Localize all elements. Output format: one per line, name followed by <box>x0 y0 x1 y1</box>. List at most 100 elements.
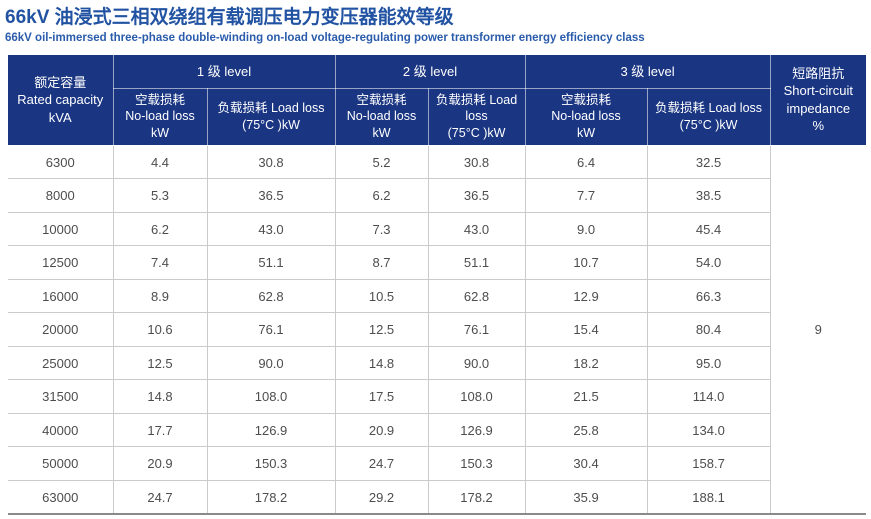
table-row: 6300 4.4 30.8 5.2 30.8 6.4 32.5 9 <box>8 145 867 516</box>
loss-value-cell: 150.3 <box>427 446 526 481</box>
loss-value-cell: 126.9 <box>206 412 336 448</box>
table-header: 额定容量 Rated capacity kVA 1 级 level 2 级 le… <box>8 54 867 146</box>
rated-capacity-cell: 8000 <box>8 178 114 213</box>
rated-capacity-cell: 40000 <box>8 412 114 448</box>
efficiency-table: 额定容量 Rated capacity kVA 1 级 level 2 级 le… <box>8 54 867 516</box>
loss-value-cell: 20.9 <box>334 412 429 448</box>
table-row: 16000 8.9 62.8 10.5 62.8 12.9 66.3 <box>8 278 866 314</box>
loss-value-cell: 6.2 <box>334 178 429 213</box>
table-body: 6300 4.4 30.8 5.2 30.8 6.4 32.5 9 8000 5.3 36.5 6.2… <box>8 145 867 516</box>
header-noload-loss-level1: 空载损耗 No-load loss kW <box>113 87 208 146</box>
loss-value-cell: 12.9 <box>524 278 648 314</box>
header-short-circuit-impedance: 短路阻抗 Short-circuit impedance % <box>769 54 867 146</box>
impedance-value-cell: 9 <box>769 145 867 516</box>
loss-value-cell: 54.0 <box>646 245 771 280</box>
rated-capacity-cell: 50000 <box>8 446 114 481</box>
loss-value-cell: 108.0 <box>206 379 336 414</box>
loss-value-cell: 29.2 <box>334 479 429 516</box>
page-title: 66kV 油浸式三相双绕组有载调压电力变压器能效等级 <box>5 7 454 28</box>
loss-value-cell: 10.6 <box>112 312 208 347</box>
loss-value-cell: 66.3 <box>646 278 771 314</box>
header-load-loss-level1: 负载损耗 Load loss (75°C )kW <box>206 87 336 146</box>
page: 66kV 油浸式三相双绕组有载调压电力变压器能效等级 66kV oil-imme… <box>0 7 871 516</box>
loss-value-cell: 15.4 <box>524 312 648 347</box>
loss-value-cell: 36.5 <box>427 178 526 213</box>
loss-value-cell: 108.0 <box>427 379 526 414</box>
loss-value-cell: 35.9 <box>524 479 648 516</box>
header-load-loss-level2: 负载损耗 Load loss (75°C )kW <box>427 87 526 146</box>
loss-value-cell: 90.0 <box>427 345 526 381</box>
table-row: 50000 20.9 150.3 24.7 150.3 30.4 158.7 <box>8 446 866 481</box>
rated-capacity-cell: 12500 <box>8 245 114 280</box>
loss-value-cell: 90.0 <box>206 345 336 381</box>
loss-value-cell: 150.3 <box>206 446 336 481</box>
header-row-subheaders: 空载损耗 No-load loss kW 负载损耗 Load loss (75°… <box>8 87 866 146</box>
loss-value-cell: 9.0 <box>524 211 648 247</box>
loss-value-cell: 158.7 <box>646 446 771 481</box>
loss-value-cell: 95.0 <box>646 345 771 381</box>
header-noload-loss-level3: 空载损耗 No-load loss kW <box>524 87 648 146</box>
loss-value-cell: 5.2 <box>334 145 429 180</box>
loss-value-cell: 32.5 <box>646 145 771 180</box>
loss-value-cell: 178.2 <box>206 479 336 516</box>
loss-value-cell: 8.9 <box>112 278 208 314</box>
loss-value-cell: 5.3 <box>112 178 208 213</box>
loss-value-cell: 18.2 <box>524 345 648 381</box>
loss-value-cell: 76.1 <box>427 312 526 347</box>
loss-value-cell: 20.9 <box>112 446 208 481</box>
loss-value-cell: 24.7 <box>334 446 429 481</box>
loss-value-cell: 7.4 <box>112 245 208 280</box>
header-noload-loss-level2: 空载损耗 No-load loss kW <box>334 87 429 146</box>
loss-value-cell: 43.0 <box>206 211 336 247</box>
table-row: 10000 6.2 43.0 7.3 43.0 9.0 45.4 <box>8 211 866 247</box>
rated-capacity-cell: 31500 <box>8 379 114 414</box>
loss-value-cell: 114.0 <box>646 379 771 414</box>
loss-value-cell: 62.8 <box>427 278 526 314</box>
loss-value-cell: 43.0 <box>427 211 526 247</box>
loss-value-cell: 62.8 <box>206 278 336 314</box>
loss-value-cell: 4.4 <box>112 145 208 180</box>
rated-capacity-cell: 63000 <box>8 479 114 516</box>
rated-capacity-cell: 6300 <box>8 145 114 180</box>
header-level-2: 2 级 level <box>334 54 526 89</box>
loss-value-cell: 8.7 <box>334 245 429 280</box>
loss-value-cell: 30.8 <box>427 145 526 180</box>
loss-value-cell: 76.1 <box>206 312 336 347</box>
table-row: 12500 7.4 51.1 8.7 51.1 10.7 54.0 <box>8 245 866 280</box>
table-row: 63000 24.7 178.2 29.2 178.2 35.9 188.1 <box>8 479 866 516</box>
page-subtitle: 66kV oil-immersed three-phase double-win… <box>5 31 645 44</box>
loss-value-cell: 51.1 <box>206 245 336 280</box>
loss-value-cell: 80.4 <box>646 312 771 347</box>
loss-value-cell: 36.5 <box>206 178 336 213</box>
loss-value-cell: 12.5 <box>334 312 429 347</box>
loss-value-cell: 126.9 <box>427 412 526 448</box>
loss-value-cell: 7.3 <box>334 211 429 247</box>
loss-value-cell: 45.4 <box>646 211 771 247</box>
loss-value-cell: 17.5 <box>334 379 429 414</box>
loss-value-cell: 17.7 <box>112 412 208 448</box>
loss-value-cell: 6.4 <box>524 145 648 180</box>
loss-value-cell: 30.4 <box>524 446 648 481</box>
table-row: 25000 12.5 90.0 14.8 90.0 18.2 95.0 <box>8 345 866 381</box>
table-row: 20000 10.6 76.1 12.5 76.1 15.4 80.4 <box>8 312 866 347</box>
table-row: 40000 17.7 126.9 20.9 126.9 25.8 134.0 <box>8 412 866 448</box>
loss-value-cell: 12.5 <box>112 345 208 381</box>
loss-value-cell: 178.2 <box>427 479 526 516</box>
loss-value-cell: 25.8 <box>524 412 648 448</box>
header-rated-capacity: 额定容量 Rated capacity kVA <box>8 54 114 146</box>
loss-value-cell: 10.7 <box>524 245 648 280</box>
rated-capacity-cell: 16000 <box>8 278 114 314</box>
loss-value-cell: 38.5 <box>646 178 771 213</box>
loss-value-cell: 24.7 <box>112 479 208 516</box>
header-row-levels: 额定容量 Rated capacity kVA 1 级 level 2 级 le… <box>8 54 867 146</box>
loss-value-cell: 6.2 <box>112 211 208 247</box>
table-row: 31500 14.8 108.0 17.5 108.0 21.5 114.0 <box>8 379 866 414</box>
loss-value-cell: 134.0 <box>646 412 771 448</box>
header-level-1: 1 级 level <box>112 54 336 89</box>
rated-capacity-cell: 10000 <box>8 211 114 247</box>
loss-value-cell: 10.5 <box>334 278 429 314</box>
header-load-loss-level3: 负载损耗 Load loss (75°C )kW <box>646 87 771 146</box>
loss-value-cell: 188.1 <box>646 479 771 516</box>
loss-value-cell: 21.5 <box>524 379 648 414</box>
rated-capacity-cell: 25000 <box>8 345 114 381</box>
